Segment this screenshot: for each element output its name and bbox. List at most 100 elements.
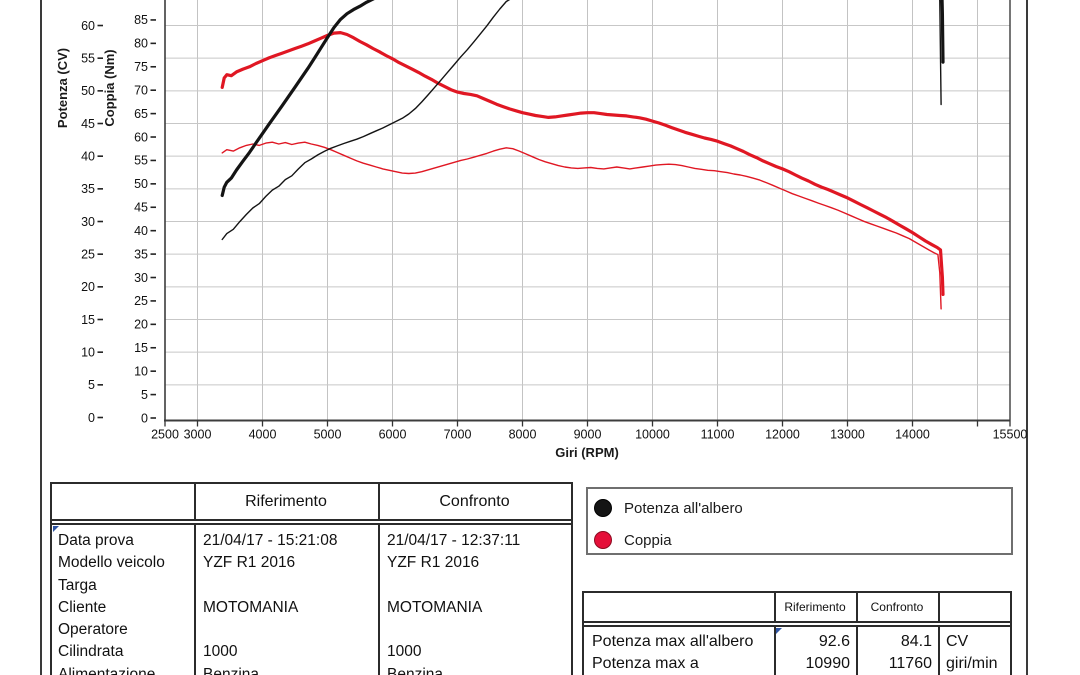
results-table-body: Potenza max all'albero 92.6 84.1 CV Potenza … — [584, 631, 1010, 675]
results-table-divider-3 — [938, 593, 940, 675]
row-label: Cilindrata — [58, 643, 124, 661]
cell-value: 92.6 — [818, 633, 850, 650]
curve-potenza-all-albero-riferimento — [220, 0, 945, 198]
y-tick-label: 40 — [134, 224, 148, 238]
table-row: Potenza max a 10990 11760 giri/min — [584, 653, 1010, 675]
info-table-header: Riferimento Confronto — [52, 484, 571, 519]
x-tick-label: 7000 — [444, 428, 472, 442]
cell-value: CV — [946, 633, 969, 650]
x-tick-label: 3000 — [184, 428, 212, 442]
cell-value: 11760 — [888, 655, 932, 672]
x-tick-label: 8000 — [509, 428, 537, 442]
row-label: Potenza max a — [592, 655, 699, 672]
table-row: Potenza max all'albero 92.6 84.1 CV — [584, 631, 1010, 653]
y-tick-label: 5 — [88, 378, 95, 392]
legend-swatch-icon — [594, 499, 612, 517]
row-label: Modello veicolo — [58, 554, 165, 572]
table-row: Modello veicolo YZF R1 2016 YZF R1 2016 — [52, 552, 571, 574]
table-row: Alimentazione Benzina Benzina — [52, 664, 571, 675]
row-label: Cliente — [58, 598, 107, 616]
max-values-table: Riferimento Confronto Potenza max all'alb… — [582, 591, 1012, 675]
y-tick-label: 40 — [81, 149, 95, 163]
curve-potenza-all-albero-confronto — [221, 0, 942, 241]
table-row: Cliente MOTOMANIA MOTOMANIA — [52, 597, 571, 619]
y-tick-label: 15 — [134, 341, 148, 355]
column-header: Riferimento — [784, 600, 846, 614]
x-tick-label: 2500 — [151, 428, 179, 442]
y-tick-label: 45 — [134, 201, 148, 215]
row-label: Data prova — [58, 532, 134, 549]
y-tick-label: 60 — [134, 130, 148, 144]
table-row: Cilindrata 1000 1000 — [52, 641, 571, 663]
chart-legend: Potenza all'albero Coppia — [586, 487, 1013, 555]
y-tick-label: 10 — [81, 345, 95, 359]
window-border-left — [40, 0, 42, 675]
x-tick-label: 13000 — [830, 428, 865, 442]
y-tick-label: 0 — [141, 411, 148, 425]
x-tick-label: 15500 — [993, 428, 1028, 442]
curve-coppia-confronto — [221, 141, 942, 310]
legend-item: Coppia — [594, 530, 672, 550]
x-tick-label: 9000 — [574, 428, 602, 442]
results-table-header: Riferimento Confronto — [584, 593, 1010, 621]
window-border-right — [1026, 0, 1028, 675]
x-tick-label: 12000 — [765, 428, 800, 442]
table-row: Targa — [52, 575, 571, 597]
cell-value — [194, 619, 378, 641]
cell-value — [378, 619, 571, 641]
cell-value: 1000 — [203, 643, 238, 661]
cell-value: MOTOMANIA — [387, 598, 483, 616]
x-tick-label: 4000 — [249, 428, 277, 442]
y-tick-label: 30 — [134, 271, 148, 285]
column-header: Confronto — [870, 600, 924, 614]
table-row: Data prova 21/04/17 - 15:21:08 21/04/17 - … — [52, 530, 571, 552]
y-tick-label: 5 — [141, 388, 148, 402]
y-tick-label: 50 — [134, 177, 148, 191]
cell-value: 21/04/17 - 15:21:08 — [203, 532, 338, 549]
y-tick-label: 30 — [81, 215, 95, 229]
column-header: Confronto — [439, 493, 510, 510]
cell-value: Benzina — [203, 665, 260, 675]
results-table-divider-2 — [856, 593, 858, 675]
curve-coppia-riferimento — [220, 30, 945, 296]
results-table-divider-1 — [774, 593, 776, 675]
x-tick-label: 10000 — [635, 428, 670, 442]
chart-gridlines — [165, 0, 1010, 421]
test-info-table: Riferimento Confronto Data prova 21/04/17 … — [50, 482, 573, 675]
y-tick-label: 25 — [134, 294, 148, 308]
y-tick-label: 20 — [81, 280, 95, 294]
row-label: Alimentazione — [58, 665, 156, 675]
legend-item: Potenza all'albero — [594, 498, 743, 518]
y-axis-title-potenza: Potenza (CV) — [55, 48, 70, 128]
row-label: Targa — [58, 576, 97, 594]
column-header — [52, 484, 194, 519]
y-tick-label: 10 — [134, 364, 148, 378]
y-tick-label: 75 — [134, 60, 148, 74]
chart-curves — [220, 0, 945, 310]
cell-value: 10990 — [805, 655, 851, 672]
cell-value — [194, 575, 378, 597]
y-tick-label: 65 — [134, 107, 148, 121]
y-axis-title-coppia: Coppia (Nm) — [102, 49, 117, 126]
y-tick-label: 35 — [81, 182, 95, 196]
x-axis-title: Giri (RPM) — [555, 445, 619, 460]
y-tick-label: 20 — [134, 318, 148, 332]
info-table-divider-2 — [378, 484, 380, 675]
x-tick-label: 11000 — [701, 428, 735, 442]
cell-cursor-marker — [776, 628, 782, 634]
y-tick-label: 0 — [88, 411, 95, 425]
y-axis-ticks: 0 5 10 15 20 25 30 35 40 45 50 55 60 0 5 10 15 20 25 30 35 40… — [81, 13, 156, 425]
y-tick-label: 80 — [134, 37, 148, 51]
cell-value: YZF R1 2016 — [387, 554, 480, 572]
info-table-header-rule — [52, 519, 571, 525]
cell-value: Benzina — [387, 665, 444, 675]
column-header — [584, 593, 774, 621]
y-tick-label: 50 — [81, 84, 95, 98]
y-tick-label: 25 — [81, 247, 95, 261]
x-tick-label: 14000 — [895, 428, 930, 442]
y-tick-label: 85 — [134, 13, 148, 27]
x-tick-label: 6000 — [379, 428, 407, 442]
legend-label: Potenza all'albero — [624, 499, 743, 517]
y-tick-label: 45 — [81, 117, 95, 131]
